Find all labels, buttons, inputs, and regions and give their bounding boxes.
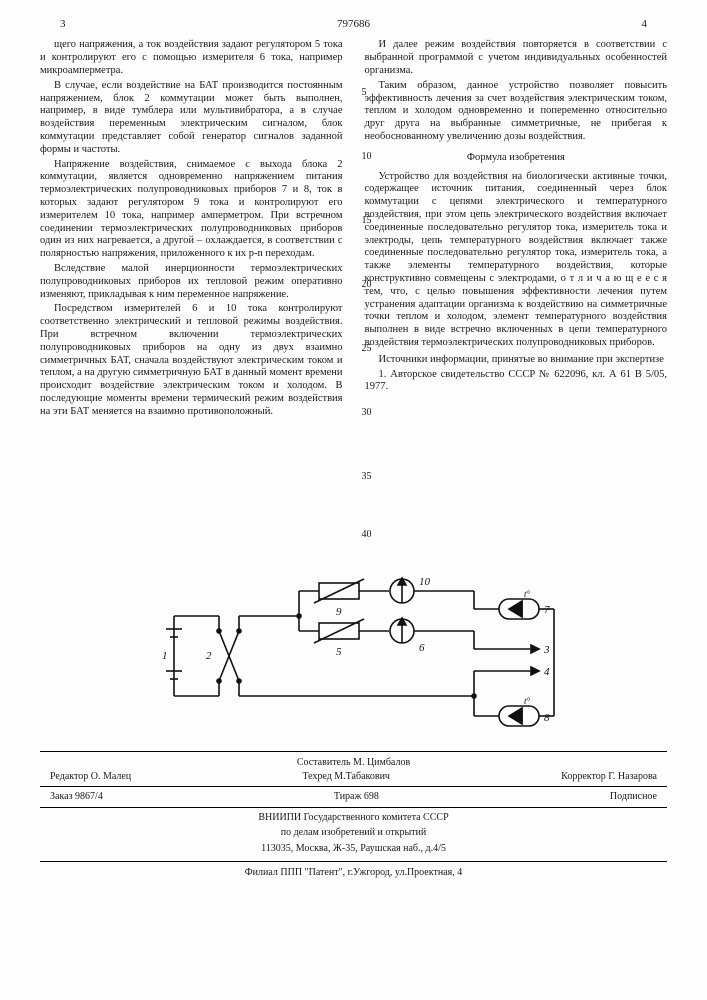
line-mark: 35: [362, 471, 372, 483]
fig-t-label: t°: [524, 696, 531, 706]
tirazh: Тираж 698: [334, 790, 379, 804]
editor: Редактор О. Малец: [50, 770, 131, 784]
para: Вследствие малой инерционности термоэлек…: [40, 263, 343, 301]
filial: Филиал ППП "Патент", г.Ужгород, ул.Проек…: [40, 861, 667, 880]
org-line-2: по делам изобретений и открытий: [40, 826, 667, 840]
subscription: Подписное: [610, 790, 657, 804]
line-mark: 25: [362, 343, 372, 355]
fig-t-label: t°: [524, 589, 531, 599]
fig-label-4: 4: [544, 666, 550, 678]
formula-title: Формула изобретения: [365, 152, 668, 165]
patent-number: 797686: [337, 18, 370, 31]
para: щего напряжения, а ток воздействия задаю…: [40, 39, 343, 77]
para: Напряжение воздействия, снимаемое с выхо…: [40, 159, 343, 261]
source-item: 1. Авторское свидетельство СССР № 622096…: [365, 369, 668, 395]
sources-title: Источники информации, принятые во вниман…: [365, 354, 668, 367]
corrector: Корректор Г. Назарова: [561, 770, 657, 784]
para: В случае, если воздействие на БАТ произв…: [40, 80, 343, 157]
techred: Техред М.Табакович: [302, 770, 390, 784]
org-line-1: ВНИИПИ Государственного комитета СССР: [40, 811, 667, 825]
page-num-left: 3: [60, 18, 66, 31]
fig-label-10: 10: [419, 576, 431, 588]
line-mark: 10: [362, 151, 372, 163]
column-left: щего напряжения, а ток воздействия задаю…: [40, 39, 343, 559]
org-address: 113035, Москва, Ж-35, Раушская наб., д.4…: [40, 842, 667, 856]
page-num-right: 4: [642, 18, 648, 31]
line-mark: 15: [362, 215, 372, 227]
composer: Составитель М. Цимбалов: [297, 756, 410, 770]
column-right: 5 10 15 20 25 30 35 40 И далее режим воз…: [365, 39, 668, 559]
para: Таким образом, данное устройство позволя…: [365, 80, 668, 144]
line-mark: 5: [362, 87, 367, 99]
line-mark: 30: [362, 407, 372, 419]
line-mark: 40: [362, 529, 372, 541]
fig-label-8: 8: [544, 712, 550, 724]
para: И далее режим воздействия повторяется в …: [365, 39, 668, 77]
circuit-diagram: 1 2 9 10 5 6 7 3 4 8 t° t°: [144, 571, 564, 741]
fig-label-1: 1: [162, 650, 168, 662]
para-claim: Устройство для воздействия на биологичес…: [365, 171, 668, 350]
fig-label-5: 5: [336, 646, 342, 658]
fig-label-9: 9: [336, 606, 342, 618]
fig-label-3: 3: [543, 644, 550, 656]
para: Посредством измерителей 6 и 10 тока конт…: [40, 303, 343, 418]
order-num: Заказ 9867/4: [50, 790, 103, 804]
footer: Составитель М. Цимбалов Редактор О. Мале…: [40, 751, 667, 880]
line-mark: 20: [362, 279, 372, 291]
fig-label-6: 6: [419, 642, 425, 654]
text-columns: щего напряжения, а ток воздействия задаю…: [40, 39, 667, 559]
fig-label-7: 7: [544, 604, 550, 616]
fig-label-2: 2: [206, 650, 212, 662]
